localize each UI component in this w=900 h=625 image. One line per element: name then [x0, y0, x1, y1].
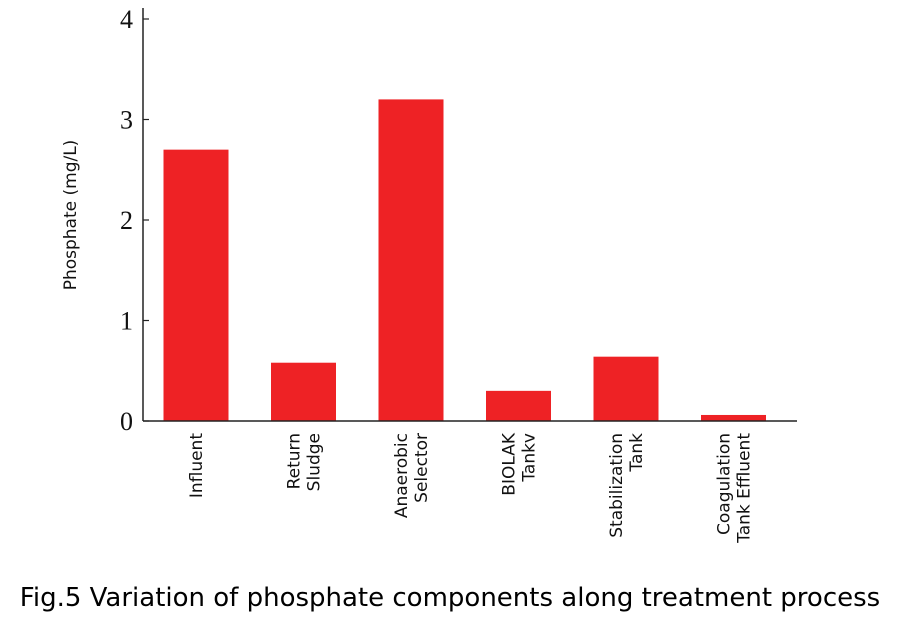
bar-chart: 0 1 2 3 4 Influent Return Sludge Anaerobic Selec…: [61, 5, 797, 544]
y-tick-label: 1: [120, 307, 133, 336]
x-category-label: Selector: [412, 433, 432, 503]
y-tick-label: 3: [120, 106, 133, 135]
bars-group: [163, 99, 766, 422]
bar-3: [486, 390, 551, 421]
x-category-label: Coagulation: [715, 433, 735, 535]
y-axis-label: Phosphate (mg/L): [61, 140, 81, 291]
y-tick-label: 2: [120, 206, 133, 235]
bar-5: [701, 414, 766, 421]
axes-group: [142, 8, 797, 422]
figure-caption: Fig.5 Variation of phosphate components …: [19, 583, 881, 613]
x-category-label: Tankv: [520, 433, 540, 483]
bar-1: [271, 362, 336, 421]
y-tick-label: 0: [120, 407, 133, 436]
x-category-label: Return: [285, 433, 305, 489]
bar-2: [378, 99, 444, 422]
x-category-label: Stabilization: [607, 433, 627, 538]
y-tick-label: 4: [120, 5, 133, 34]
x-category-label: Tank Effluent: [735, 433, 755, 544]
x-labels-group: Influent Return Sludge Anaerobic Selector BIO…: [187, 432, 755, 544]
x-category-label: Anaerobic: [392, 433, 412, 518]
x-category-label: BIOLAK: [500, 432, 520, 496]
x-category-label: Tank: [627, 433, 647, 473]
bar-0: [163, 149, 229, 421]
y-ticks-group: 0 1 2 3 4: [120, 5, 149, 436]
x-category-label: Influent: [187, 433, 207, 499]
bar-4: [593, 356, 659, 421]
x-category-label: Sludge: [305, 433, 325, 491]
